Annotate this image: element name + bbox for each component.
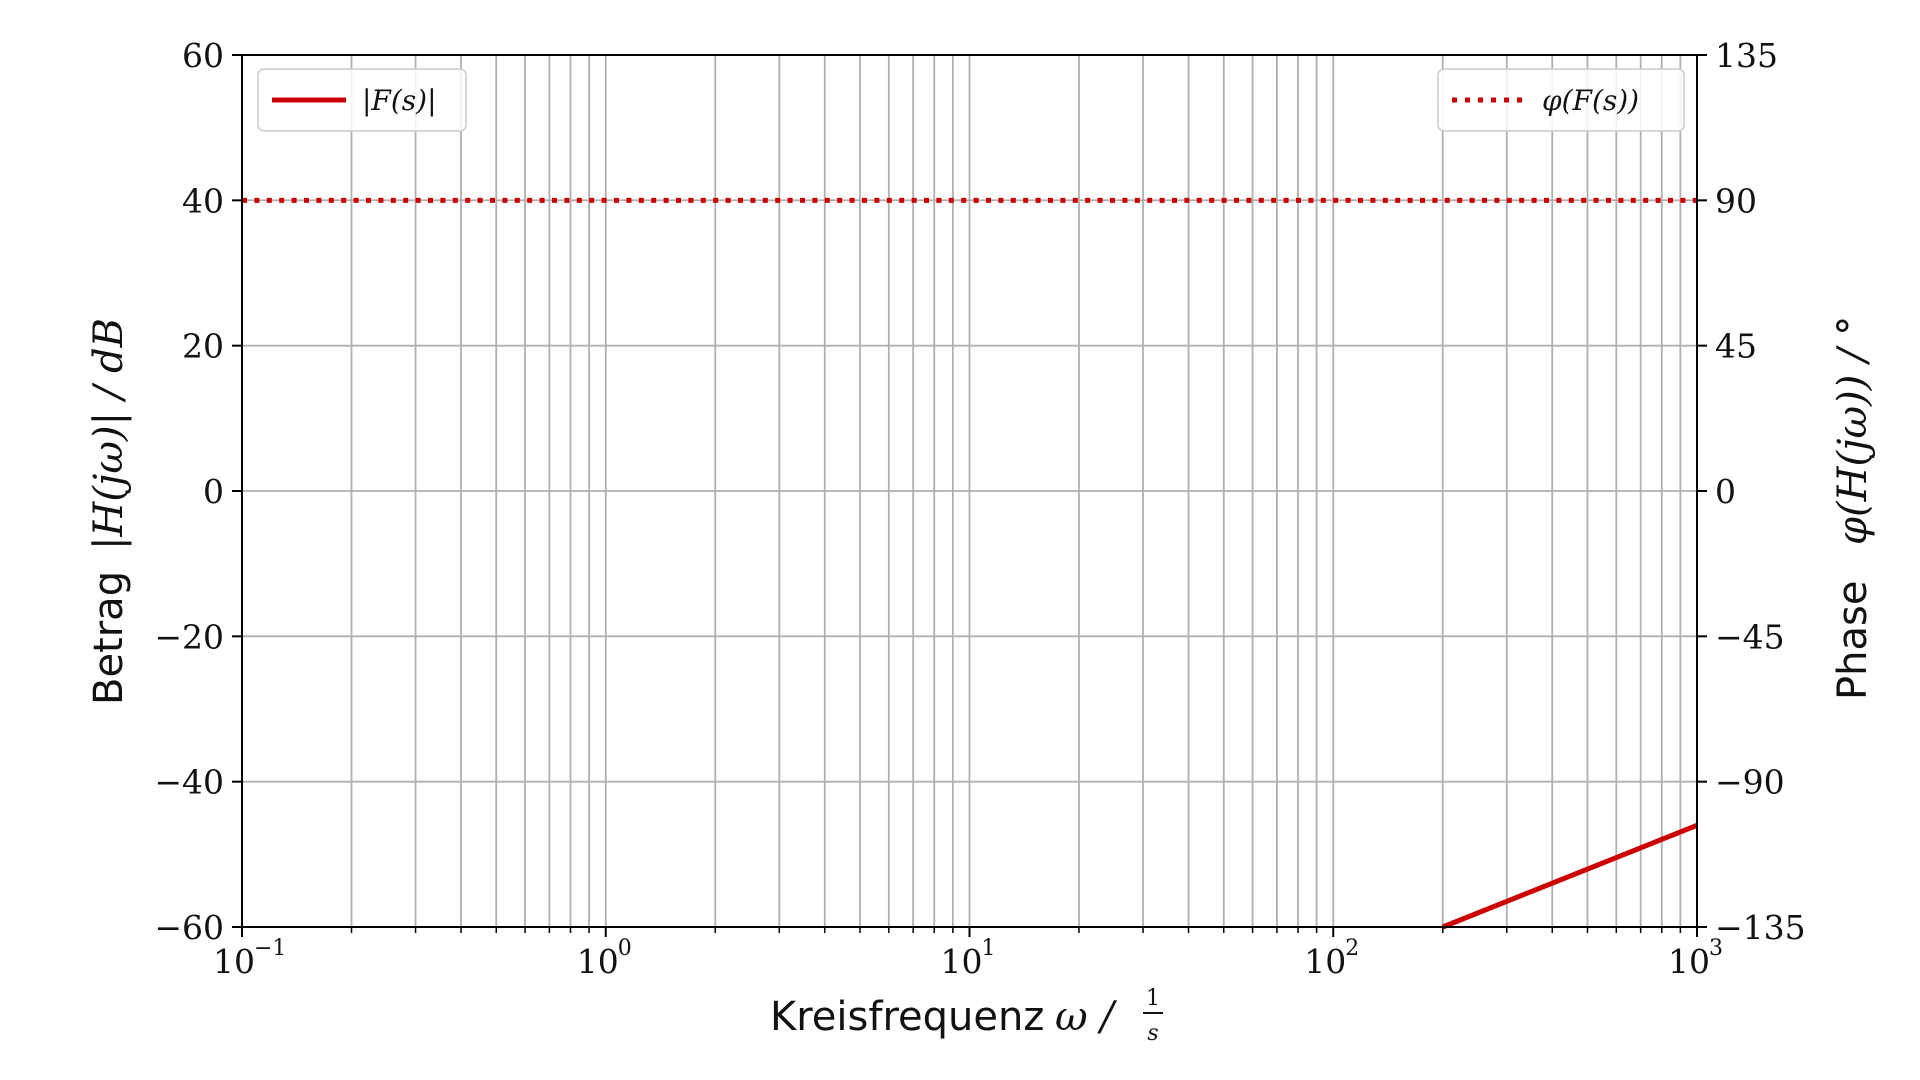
x-axis-unit-numerator: 1	[1146, 986, 1160, 1011]
x-tick-label-exponent: 3	[1709, 936, 1723, 961]
y-right-tick-label: 135	[1715, 36, 1778, 75]
y-left-tick-label: −60	[154, 908, 224, 947]
y-right-tick-label: −45	[1715, 617, 1785, 656]
x-tick-label-base: 10	[1304, 942, 1346, 981]
x-tick-label-exponent: 0	[618, 936, 632, 961]
ticks	[232, 54, 1707, 937]
y-right-tick-label: 0	[1715, 472, 1736, 511]
y-right-tick-label: −135	[1715, 908, 1806, 947]
x-tick-label-base: 10	[213, 942, 255, 981]
y-axis-right-label-math: φ(H(jω)) / °	[1830, 316, 1876, 545]
x-tick-label-base: 10	[577, 942, 619, 981]
legend-magnitude: |F(s)|	[257, 68, 467, 132]
legend-phase-box	[1437, 68, 1685, 132]
legend-magnitude-box	[257, 68, 467, 132]
legend-phase: φ(F(s))	[1437, 68, 1685, 132]
x-axis-label: Kreisfrequenz ω / 1 s	[770, 986, 1163, 1046]
tick-labels: 10 −1 10 0 10 1 10 2 10 36040200−20−40−6013590450…	[154, 36, 1805, 981]
x-tick-label-base: 10	[941, 942, 983, 981]
y-right-tick-label: −90	[1715, 763, 1785, 802]
y-axis-right-label-text: Phase	[1830, 581, 1876, 700]
y-axis-right-label: Phase φ(H(jω)) / °	[1830, 316, 1876, 700]
legend-magnitude-label: |F(s)|	[362, 84, 437, 117]
x-tick-label-base: 10	[1668, 942, 1710, 981]
y-left-tick-label: 60	[182, 36, 224, 75]
y-left-tick-label: 40	[182, 181, 224, 220]
y-right-tick-label: 45	[1715, 327, 1757, 366]
magnitude-series-line	[1441, 822, 1698, 930]
y-axis-left-label: Betrag |H(jω)| / dB	[86, 318, 132, 705]
x-axis-unit-denominator: s	[1147, 1021, 1158, 1046]
y-left-tick-label: −20	[154, 617, 224, 656]
y-left-tick-label: 0	[203, 472, 224, 511]
x-tick-label-exponent: 2	[1345, 936, 1359, 961]
y-right-tick-label: 90	[1715, 181, 1757, 220]
legend-phase-label: φ(F(s))	[1542, 84, 1639, 117]
x-tick-label-exponent: −1	[254, 936, 286, 961]
y-left-tick-label: −40	[154, 763, 224, 802]
series-layer	[242, 197, 1698, 930]
y-axis-left-label-text: Betrag	[86, 571, 132, 705]
y-axis-left-label-math: |H(jω)| / dB	[86, 318, 132, 550]
x-axis-label-math: ω /	[1055, 994, 1117, 1040]
x-tick-label-exponent: 1	[982, 936, 996, 961]
y-left-tick-label: 20	[182, 327, 224, 366]
x-axis-label-text: Kreisfrequenz	[770, 994, 1044, 1040]
